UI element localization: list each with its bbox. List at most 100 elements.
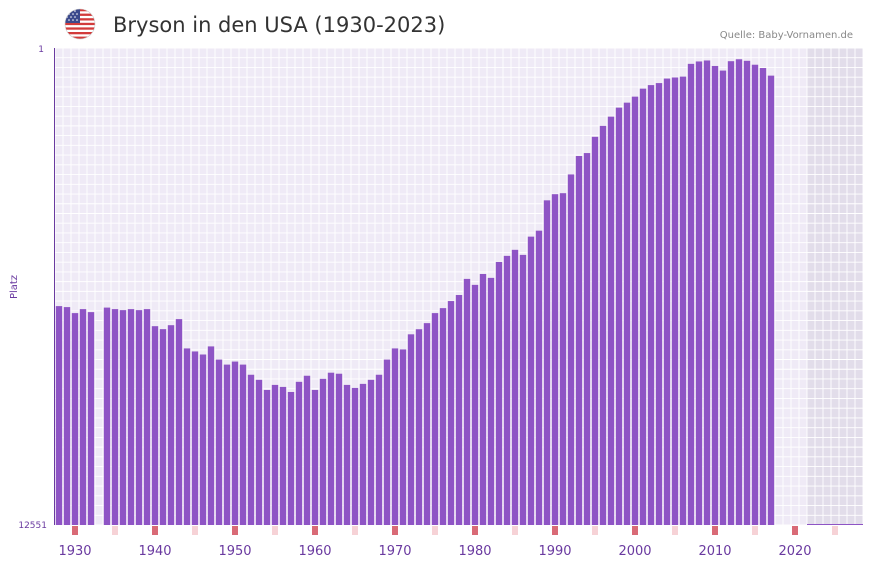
year-marker-1975 xyxy=(432,526,438,535)
bar-1936 xyxy=(119,310,127,525)
bar-1931 xyxy=(79,309,87,525)
bar-1941 xyxy=(159,329,167,525)
us-flag-icon xyxy=(64,8,96,40)
bar-1962 xyxy=(327,372,335,525)
year-marker-1930 xyxy=(72,526,78,535)
bar-1956 xyxy=(279,386,287,525)
bar-1947 xyxy=(207,346,215,525)
bar-2008 xyxy=(695,61,703,525)
bar-2013 xyxy=(735,59,743,525)
bar-1997 xyxy=(607,116,615,526)
bars xyxy=(55,59,775,526)
bar-2002 xyxy=(647,85,655,526)
bar-1992 xyxy=(567,174,575,526)
x-tick-label-1990: 1990 xyxy=(538,544,571,559)
bar-1951 xyxy=(239,364,247,525)
bar-1994 xyxy=(583,153,591,526)
year-marker-1985 xyxy=(512,526,518,535)
year-marker-1980 xyxy=(472,526,478,535)
bar-1985 xyxy=(511,249,519,525)
bar-1934 xyxy=(103,307,111,525)
bar-1990 xyxy=(551,194,559,525)
bar-1948 xyxy=(215,359,223,525)
bar-1961 xyxy=(319,378,327,525)
bar-1932 xyxy=(87,312,95,525)
year-marker-1945 xyxy=(192,526,198,535)
year-marker-1950 xyxy=(232,526,238,535)
year-marker-2015 xyxy=(752,526,758,535)
bar-1988 xyxy=(535,230,543,525)
bar-1963 xyxy=(335,373,343,525)
bar-2010 xyxy=(711,65,719,525)
bar-2000 xyxy=(631,96,639,526)
y-tick-label-top: 1 xyxy=(38,45,44,55)
bar-1971 xyxy=(399,349,407,525)
year-marker-2010 xyxy=(712,526,718,535)
bar-1943 xyxy=(175,319,183,525)
bar-1964 xyxy=(343,384,351,525)
y-tick-label-bottom: 12551 xyxy=(18,521,47,531)
x-tick-label-2010: 2010 xyxy=(698,544,731,559)
year-marker-1935 xyxy=(112,526,118,535)
bar-1977 xyxy=(447,301,455,525)
bar-1982 xyxy=(487,277,495,525)
year-marker-2025 xyxy=(832,526,838,535)
bar-2014 xyxy=(743,60,751,525)
bar-1976 xyxy=(439,308,447,525)
bar-1945 xyxy=(191,351,199,525)
year-marker-2005 xyxy=(672,526,678,535)
bar-2016 xyxy=(759,68,767,525)
bar-1975 xyxy=(431,313,439,525)
bar-1969 xyxy=(383,359,391,525)
bar-1972 xyxy=(407,334,415,525)
bar-2011 xyxy=(719,70,727,526)
bar-2009 xyxy=(703,60,711,525)
bar-1995 xyxy=(591,136,599,525)
bar-1954 xyxy=(263,389,271,525)
x-tick-label-1950: 1950 xyxy=(218,544,251,559)
bar-1937 xyxy=(127,309,135,525)
forecast-area xyxy=(807,48,863,525)
year-marker-1960 xyxy=(312,526,318,535)
bar-1928 xyxy=(55,306,63,525)
bar-1996 xyxy=(599,125,607,525)
bar-1960 xyxy=(311,389,319,525)
bar-1984 xyxy=(503,255,511,525)
x-tick-label-1970: 1970 xyxy=(378,544,411,559)
bar-1986 xyxy=(519,254,527,525)
bar-1999 xyxy=(623,102,631,525)
bar-2007 xyxy=(687,63,695,525)
bar-1958 xyxy=(295,381,303,525)
bar-1952 xyxy=(247,374,255,525)
bar-2012 xyxy=(727,61,735,525)
source-credit: Quelle: Baby-Vornamen.de xyxy=(719,30,853,41)
bar-1929 xyxy=(63,307,71,525)
bar-1966 xyxy=(359,383,367,525)
x-tick-label-2020: 2020 xyxy=(778,544,811,559)
bar-2006 xyxy=(679,76,687,526)
bar-1974 xyxy=(423,323,431,525)
bar-2003 xyxy=(655,83,663,525)
bar-1942 xyxy=(167,325,175,525)
x-tick-label-1960: 1960 xyxy=(298,544,331,559)
year-marker-1940 xyxy=(152,526,158,535)
year-marker-1955 xyxy=(272,526,278,535)
bar-1978 xyxy=(455,295,463,525)
bar-2004 xyxy=(663,78,671,525)
bar-1968 xyxy=(375,374,383,525)
bar-1935 xyxy=(111,309,119,525)
year-marker-2000 xyxy=(632,526,638,535)
x-tick-label-1980: 1980 xyxy=(458,544,491,559)
bar-1946 xyxy=(199,354,207,525)
bar-1930 xyxy=(71,313,79,525)
bar-1959 xyxy=(303,375,311,525)
bar-1940 xyxy=(151,326,159,525)
bar-1950 xyxy=(231,361,239,525)
bar-1980 xyxy=(471,284,479,525)
bar-1939 xyxy=(143,309,151,525)
bar-1983 xyxy=(495,261,503,525)
bar-1949 xyxy=(223,364,231,525)
x-tick-label-2000: 2000 xyxy=(618,544,651,559)
bar-2001 xyxy=(639,88,647,526)
